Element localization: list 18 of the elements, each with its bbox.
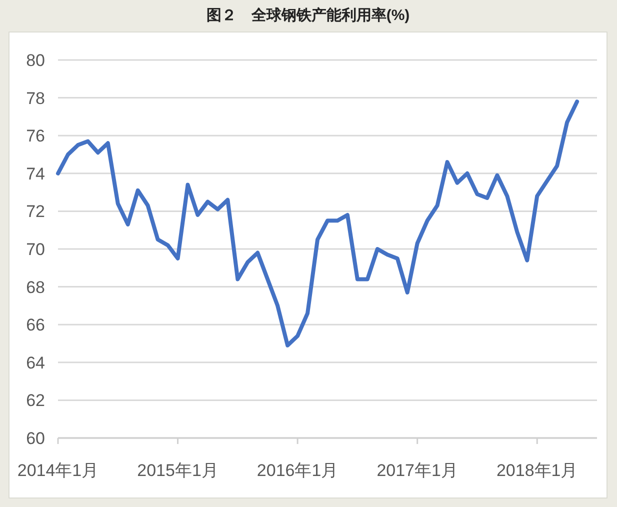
y-tick-label: 78 xyxy=(26,88,45,108)
y-tick-label: 68 xyxy=(26,278,45,297)
y-tick-label: 60 xyxy=(26,429,45,448)
y-tick-label: 66 xyxy=(26,316,45,335)
x-tick-label: 2017年1月 xyxy=(376,461,458,480)
y-tick-label: 74 xyxy=(26,164,45,184)
y-tick-label: 64 xyxy=(26,353,45,372)
y-tick-label: 76 xyxy=(26,126,45,146)
x-tick-label: 2015年1月 xyxy=(137,461,218,480)
x-tick-label: 2014年1月 xyxy=(17,461,99,480)
x-tick-label: 2016年1月 xyxy=(256,461,338,480)
chart-title: 图２ 全球钢铁产能利用率(%) xyxy=(206,6,410,24)
line-series xyxy=(56,100,580,348)
y-tick-label: 62 xyxy=(26,391,45,410)
y-tick-label: 70 xyxy=(26,240,45,259)
x-tick-label: 2018年1月 xyxy=(496,461,578,480)
y-tick-label: 72 xyxy=(26,202,45,222)
y-tick-label: 80 xyxy=(26,51,45,70)
